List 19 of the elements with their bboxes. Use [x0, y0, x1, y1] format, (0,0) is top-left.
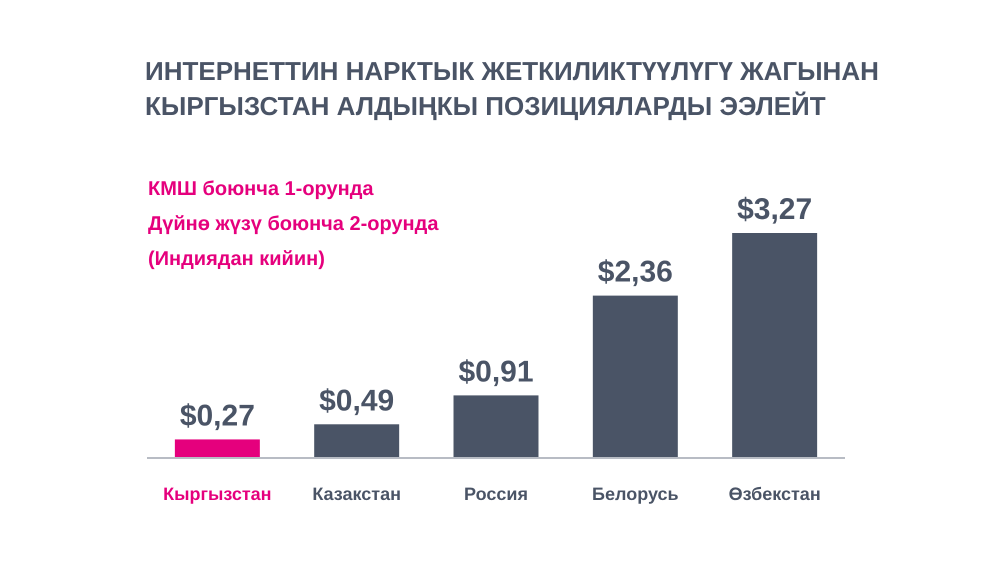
annotation: Дүйнө жүзү боюнча 2-орунда: [148, 213, 440, 235]
text: КМШ боюнча 1-орунда: [148, 178, 374, 200]
x-tick-label: Белорусь: [592, 484, 679, 504]
data-label: $0,27: [180, 399, 255, 432]
x-tick-label: Россия: [464, 484, 528, 504]
data-label: $3,27: [737, 193, 812, 226]
x-tick-label: Кыргызстан: [163, 484, 272, 504]
data-label: $2,36: [598, 256, 673, 289]
data-label: $0,91: [458, 355, 534, 388]
x-tick-label: Өзбекстан: [728, 484, 821, 504]
chart-title: ИНТЕРНЕТТИН НАРКТЫК ЖЕТКИЛИКТҮҮЛҮГҮ ЖАГЫНАН КЫРГЫЗСТАН АЛДЫҢКЫ ПОЗИЦИЯЛАРДЫ ЭЭЛЕЙТ: [145, 56, 879, 121]
bar: [732, 233, 818, 458]
bar: [454, 395, 538, 458]
annotation: (Индиядан кийин): [148, 248, 325, 270]
bar: [314, 424, 400, 458]
data-label: $0,49: [319, 384, 394, 418]
bar: [174, 439, 260, 458]
bar: [592, 296, 678, 458]
x-tick-label: Казакстан: [312, 484, 401, 504]
